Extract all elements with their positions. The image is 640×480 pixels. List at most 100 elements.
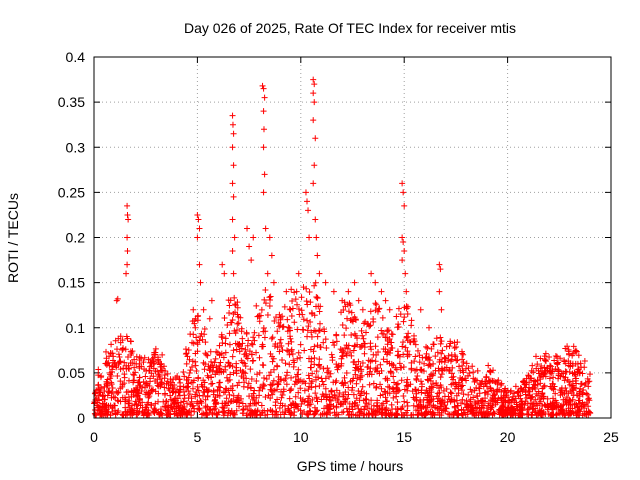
data-point	[586, 378, 593, 385]
data-point	[206, 367, 213, 374]
data-point	[362, 329, 369, 336]
data-point	[249, 358, 256, 364]
data-point	[179, 408, 186, 415]
data-point	[138, 355, 145, 362]
data-point	[241, 360, 248, 367]
data-point	[214, 392, 221, 399]
data-point	[186, 369, 193, 376]
data-point	[534, 402, 541, 409]
data-point	[374, 368, 381, 375]
data-point	[577, 385, 584, 392]
data-point	[414, 347, 421, 354]
data-point	[529, 403, 536, 410]
data-point	[385, 383, 392, 390]
data-point	[422, 354, 429, 361]
data-point	[195, 375, 202, 382]
data-point	[278, 388, 285, 395]
data-point	[248, 257, 255, 264]
data-point	[128, 410, 135, 417]
data-point	[351, 342, 358, 349]
data-point	[114, 295, 121, 302]
data-point	[377, 361, 384, 368]
data-point	[207, 348, 214, 355]
data-point	[310, 180, 317, 187]
data-point	[270, 355, 277, 362]
data-point	[583, 408, 590, 415]
data-point	[519, 401, 526, 408]
data-point	[104, 360, 111, 367]
data-point	[379, 314, 386, 321]
data-point	[361, 389, 368, 396]
data-point	[157, 381, 164, 388]
data-point	[283, 372, 290, 379]
data-point	[485, 362, 492, 369]
data-point	[181, 373, 188, 380]
data-point	[377, 381, 384, 388]
data-point	[403, 334, 410, 341]
data-point	[368, 346, 375, 353]
data-point	[569, 352, 576, 359]
data-point	[230, 311, 237, 318]
data-point	[209, 362, 216, 369]
data-point	[438, 306, 445, 313]
data-point	[363, 396, 370, 403]
data-point	[581, 364, 588, 371]
data-point	[571, 384, 578, 391]
data-point	[551, 357, 558, 364]
data-point	[191, 317, 198, 324]
data-point	[353, 380, 360, 387]
data-point	[195, 400, 202, 407]
data-point	[325, 367, 332, 374]
data-point	[165, 407, 172, 414]
data-point	[416, 359, 423, 366]
data-point	[184, 411, 191, 418]
data-point	[331, 342, 338, 349]
data-point	[555, 366, 562, 373]
data-point	[316, 361, 323, 368]
data-point	[208, 358, 215, 365]
data-point	[303, 285, 310, 292]
data-point	[208, 297, 215, 304]
data-point	[122, 408, 129, 415]
data-point	[304, 198, 311, 205]
data-point	[286, 325, 293, 332]
data-point	[539, 390, 546, 397]
data-point	[288, 374, 295, 381]
data-point	[284, 316, 291, 323]
data-point	[382, 334, 389, 341]
data-point	[561, 358, 568, 365]
data-point	[227, 362, 234, 369]
data-point	[552, 397, 559, 404]
data-point	[232, 302, 239, 309]
data-point	[359, 383, 366, 390]
data-point	[437, 403, 444, 410]
data-point	[558, 387, 565, 394]
data-point	[365, 411, 372, 418]
data-point	[253, 349, 260, 356]
data-point	[486, 411, 493, 418]
data-point	[229, 180, 236, 187]
data-point	[429, 380, 436, 387]
data-point	[200, 377, 207, 384]
data-point	[460, 351, 467, 358]
data-point	[201, 366, 208, 373]
data-point	[316, 382, 323, 389]
data-point	[327, 410, 334, 417]
data-point	[280, 377, 287, 384]
data-point	[441, 402, 448, 409]
data-point	[194, 383, 201, 390]
data-point	[114, 390, 121, 397]
data-point	[200, 410, 207, 417]
data-point	[244, 225, 251, 232]
data-point	[421, 360, 428, 367]
data-point	[142, 409, 149, 416]
data-point	[333, 332, 340, 339]
data-point	[307, 346, 314, 353]
data-point	[261, 296, 268, 303]
data-point	[304, 395, 311, 402]
data-point	[399, 403, 406, 410]
data-point	[295, 389, 302, 396]
data-point	[267, 386, 274, 393]
data-point	[581, 382, 588, 389]
data-point	[553, 411, 560, 418]
